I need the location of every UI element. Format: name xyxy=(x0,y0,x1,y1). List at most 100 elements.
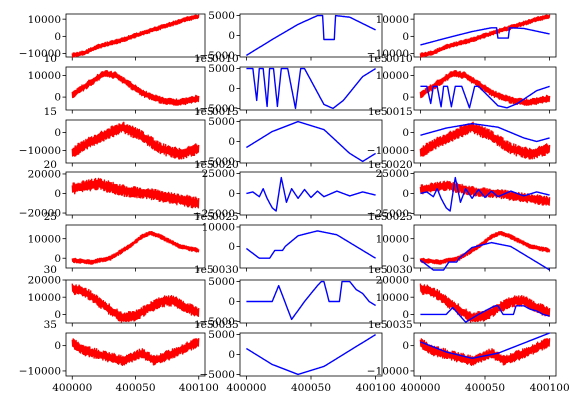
row0-left-offset-label: 1e5 xyxy=(194,53,214,65)
row4-middle-offset-label: 1e5 xyxy=(368,264,388,276)
row0-right-red-series xyxy=(419,14,551,58)
row5-left-clipped-label: 35 xyxy=(44,319,57,331)
col1-xtick-label-0: 400000 xyxy=(226,382,266,394)
row4-right-red-series xyxy=(419,231,551,265)
row4-middle-frame xyxy=(239,224,383,269)
col1-xtick-label-2: 400100 xyxy=(356,382,396,394)
row5-middle-ytick-label-1: 0 xyxy=(228,296,235,308)
row3-right-ytick-label-1: 0 xyxy=(402,188,409,200)
row3-right-red-series xyxy=(419,180,551,206)
row2-right-blue-series xyxy=(420,122,550,143)
row4-right-clipped-label: 0030 xyxy=(386,264,413,276)
row5-left-ytick-label-1: 10000 xyxy=(28,292,61,304)
row4-middle-blue-series xyxy=(246,230,376,259)
row2-middle-frame xyxy=(239,119,383,164)
row4-center-clipped-label: 0030 xyxy=(212,264,239,276)
row1-middle-ytick-label-0: −5000 xyxy=(199,103,235,115)
row3-left-offset-label: 1e5 xyxy=(194,211,214,223)
row6-middle-ytick-label-0: −5000 xyxy=(199,369,235,381)
row5-right-blue-series xyxy=(420,305,550,323)
row6-middle-ytick-label-2: 5000 xyxy=(208,329,235,341)
col0-xtick-label-1: 400050 xyxy=(115,382,155,394)
row6-middle-frame xyxy=(239,332,383,377)
row5-right-ytick-label-1: 10000 xyxy=(376,292,409,304)
row0-right-ytick-label-2: 10000 xyxy=(376,14,409,26)
row5-middle-ytick-label-2: 5000 xyxy=(208,276,235,288)
row4-left-offset-label: 1e5 xyxy=(194,264,214,276)
row2-left-ytick-label-1: 0 xyxy=(54,127,61,139)
row5-middle-ytick-label-0: −5000 xyxy=(199,316,235,328)
row3-middle-ytick-label-2: 25000 xyxy=(202,168,235,180)
row5-right-red-series xyxy=(419,283,551,323)
row6-left-ytick-label-0: −10000 xyxy=(19,366,61,378)
row1-middle-blue-series xyxy=(246,67,376,110)
row5-right-ytick-label-2: 20000 xyxy=(376,275,409,287)
row5-center-clipped-label: 0035 xyxy=(212,319,239,331)
row6-left-red-series xyxy=(71,338,200,366)
row2-middle-ytick-label-1: 0 xyxy=(228,136,235,148)
row6-right-ytick-label-0: −10000 xyxy=(367,366,409,378)
row0-center-clipped-label: 0010 xyxy=(212,53,239,65)
col0-xtick-label-2: 400100 xyxy=(179,382,219,394)
row4-left-red-series xyxy=(71,231,200,265)
row0-left-ytick-label-1: 0 xyxy=(54,31,61,43)
row3-center-clipped-label: 0025 xyxy=(212,211,239,223)
row2-right-clipped-label: 0020 xyxy=(386,159,413,171)
row4-left-ytick-label-1: 10000 xyxy=(28,233,61,245)
row3-left-clipped-label: 25 xyxy=(44,211,57,223)
row0-right-ytick-label-1: 0 xyxy=(402,31,409,43)
row0-left-ytick-label-2: 10000 xyxy=(28,14,61,26)
row5-middle-offset-label: 1e5 xyxy=(368,319,388,331)
row0-middle-ytick-label-1: 0 xyxy=(228,30,235,42)
row2-middle-blue-series xyxy=(246,120,376,163)
row2-right-ytick-label-0: −10000 xyxy=(367,145,409,157)
row2-left-offset-label: 1e5 xyxy=(194,159,214,171)
row1-left-red-series xyxy=(71,70,200,106)
row6-right-blue-series xyxy=(420,332,550,359)
row3-left-ytick-label-1: 0 xyxy=(54,188,61,200)
row1-left-ytick-label-0: 0 xyxy=(54,92,61,104)
col1-xtick-label-1: 400050 xyxy=(291,382,331,394)
row3-right-ytick-label-0: −25000 xyxy=(367,208,409,220)
row5-left-ytick-label-2: 20000 xyxy=(28,275,61,287)
col2-xtick-label-0: 400000 xyxy=(400,382,440,394)
row2-right-red-series xyxy=(419,121,551,160)
row4-left-ytick-label-0: 0 xyxy=(54,253,61,265)
row2-middle-ytick-label-0: −5000 xyxy=(199,156,235,168)
row1-left-ytick-label-1: 10000 xyxy=(28,70,61,82)
row5-right-clipped-label: 0035 xyxy=(386,319,413,331)
row0-middle-ytick-label-2: 5000 xyxy=(208,10,235,22)
row0-left-red-series xyxy=(71,14,200,58)
row1-middle-ytick-label-1: 0 xyxy=(228,83,235,95)
row3-right-ytick-label-2: 25000 xyxy=(376,168,409,180)
row4-right-ytick-label-1: 10000 xyxy=(376,233,409,245)
row1-middle-ytick-label-2: 5000 xyxy=(208,63,235,75)
row3-middle-ytick-label-1: 0 xyxy=(228,188,235,200)
row6-left-ytick-label-1: 0 xyxy=(54,340,61,352)
row1-middle-offset-label: 1e5 xyxy=(368,106,388,118)
row1-right-red-series xyxy=(419,70,551,106)
row0-left-ytick-label-0: −10000 xyxy=(19,48,61,60)
row2-left-clipped-label: 20 xyxy=(44,159,57,171)
row2-middle-offset-label: 1e5 xyxy=(368,159,388,171)
row5-right-ytick-label-0: 0 xyxy=(402,309,409,321)
row1-middle-frame xyxy=(239,66,383,111)
row4-middle-ytick-label-1: 10000 xyxy=(202,222,235,234)
row0-middle-ytick-label-0: −5000 xyxy=(199,50,235,62)
row3-right-blue-series xyxy=(420,176,550,212)
row1-left-offset-label: 1e5 xyxy=(194,106,214,118)
row2-center-clipped-label: 0020 xyxy=(212,159,239,171)
row0-right-ytick-label-0: −10000 xyxy=(367,48,409,60)
row4-left-clipped-label: 30 xyxy=(44,264,57,276)
row2-right-ytick-label-1: 0 xyxy=(402,127,409,139)
row3-middle-blue-series xyxy=(246,176,376,212)
row3-left-red-series xyxy=(71,177,200,209)
row1-right-clipped-label: 0015 xyxy=(386,106,413,118)
row3-right-clipped-label: 0025 xyxy=(386,211,413,223)
row3-left-ytick-label-0: −20000 xyxy=(19,208,61,220)
row0-middle-frame xyxy=(239,13,383,58)
row3-middle-ytick-label-0: −25000 xyxy=(193,208,235,220)
row2-left-red-series xyxy=(71,121,200,160)
row5-left-ytick-label-0: 0 xyxy=(54,309,61,321)
